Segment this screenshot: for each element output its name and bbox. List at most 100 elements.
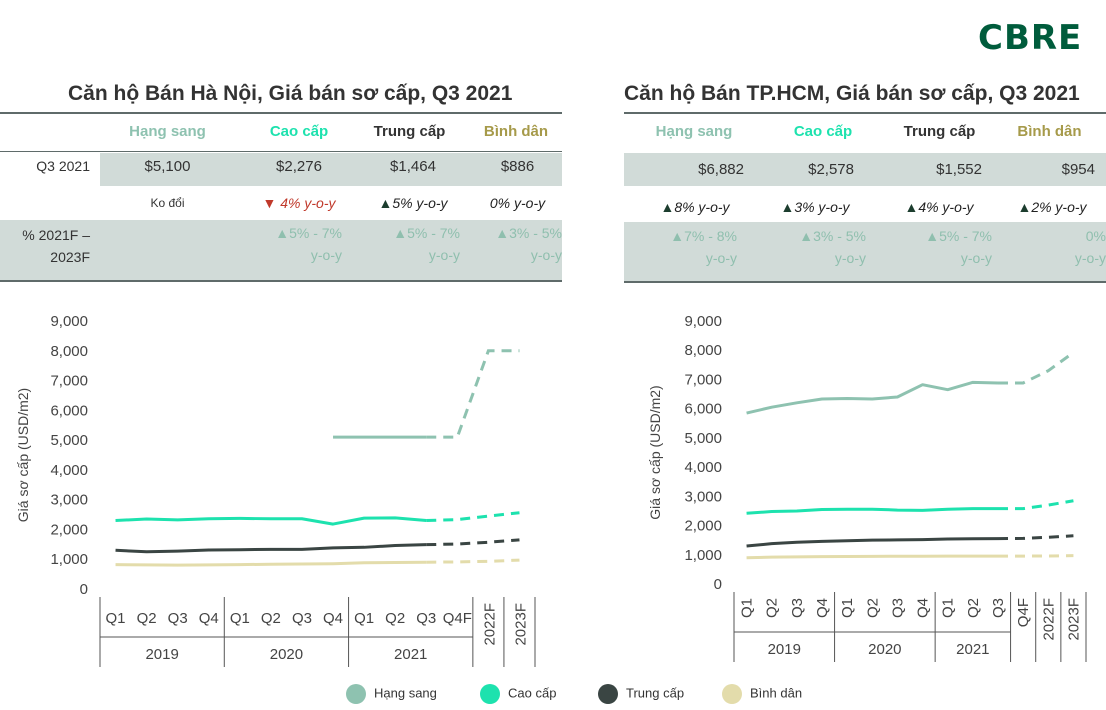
hcm-price-cao-cap: $2,578 [808,161,854,178]
hcm-chart-category-label: Q1 [839,598,856,618]
hanoi-chart-ytick-label: 4,000 [50,462,88,479]
hcm-chart-ytick-label: 3,000 [684,488,722,505]
hanoi-change-cao-cap: ▼ 4% y-o-y [235,195,363,211]
hanoi-price-row-bg [100,153,562,186]
hcm-chart-year-label: 2021 [956,641,989,658]
hcm-chart-ytick-label: 4,000 [684,459,722,476]
hanoi-chart-category-label: Q1 [106,610,126,627]
hanoi-header-rule [0,151,562,152]
hcm-chart-category-label: Q4 [915,598,932,618]
hanoi-chart-category-label: 2022F [481,603,498,646]
hanoi-chart-ytick-label: 5,000 [50,432,88,449]
hcm-chart-ytick-label: 0 [714,576,722,593]
hanoi-forecast-trung-cap: ▲5% - 7% y-o-y [363,222,460,266]
hanoi-chart-category-label: 2023F [512,603,529,646]
hanoi-change-trung-cap: ▲5% y-o-y [363,195,463,211]
hcm-change-trung-cap: ▲4% y-o-y [884,199,994,215]
up-arrow-icon: ▲ [378,195,393,211]
hcm-forecast-trung-cap: ▲5% - 7% y-o-y [882,225,992,269]
legend-binh-dan-label: Bình dân [750,685,803,701]
hcm-price-binh-dan: $954 [1061,161,1095,178]
hcm-chart-series-hạng-sang-actual-line [746,380,999,415]
hcm-chart-series-bình-dân-actual-line [746,554,999,560]
up-arrow-icon: ▲ [904,199,919,215]
hcm-panel-title: Căn hộ Bán TP.HCM, Giá bán sơ cấp, Q3 20… [624,82,1080,105]
hcm-chart-series-hạng-sang-forecast-line [998,351,1075,385]
hcm-forecast-hang-sang: ▲7% - 8% y-o-y [624,225,737,269]
hcm-header-hang-sang: Hạng sang [655,123,733,140]
cbre-logo: CBRE [978,18,1083,58]
hanoi-chart-series-trung-cấp-forecast-line [426,538,520,547]
hanoi-chart-ytick-label: 7,000 [50,373,88,390]
hcm-chart-year-label: 2020 [868,641,901,658]
hanoi-forecast-cao-cap-range: ▲5% - 7% [275,225,342,241]
hcm-chart-ytick-label: 2,000 [684,518,722,535]
hcm-chart-year-label: 2019 [768,641,801,658]
legend-hang-sang: Hạng sang [346,684,437,704]
hcm-price-row-bg [624,153,1106,186]
hcm-chart-category-label: Q1 [739,598,756,618]
up-arrow-icon: ▲ [780,199,795,215]
hanoi-change-cao-cap-text: 4% y-o-y [280,195,336,211]
hanoi-table-top-rule [0,112,562,114]
hanoi-chart-ytick-label: 9,000 [50,313,88,330]
hanoi-change-trung-cap-text: 5% y-o-y [392,195,448,211]
hanoi-price-cao-cap: $2,276 [276,158,322,175]
hanoi-chart-ytick-label: 6,000 [50,402,88,419]
hcm-chart-category-label: Q3 [889,598,906,618]
hcm-forecast-binh-dan: 0% y-o-y [997,225,1106,269]
legend-cao-cap: Cao cấp [480,684,556,704]
hanoi-chart-category-label: Q4F [443,610,472,627]
hcm-chart-ytick-label: 7,000 [684,371,722,388]
legend-trung-cap: Trung cấp [598,684,684,704]
hcm-chart-y-axis-label: Giá sơ cấp (USD/m2) [647,385,663,519]
hcm-table-top-rule [624,112,1106,114]
legend-hang-sang-label: Hạng sang [374,685,437,701]
hcm-chart-category-label: Q3 [990,598,1007,618]
hanoi-chart-category-label: Q4 [199,610,219,627]
hanoi-forecast-binh-dan-unit: y-o-y [530,247,562,263]
hanoi-chart-y-axis-label: Giá sơ cấp (USD/m2) [15,388,31,522]
hanoi-price-chart: 0 1,000 2,000 3,000 4,000 5,000 6,000 7,000 8,00… [15,313,536,667]
hanoi-chart-category-label: Q1 [354,610,374,627]
hcm-chart-ytick-label: 1,000 [684,547,722,564]
hcm-chart-ytick-label: 6,000 [684,401,722,418]
hanoi-chart-series-bình-dân-actual-line [115,560,427,567]
hanoi-chart-series-cao-cấp-actual-line [115,516,427,526]
hanoi-price-hang-sang: $5,100 [144,158,191,175]
hanoi-chart-year-label: 2021 [394,646,427,663]
hanoi-forecast-trung-cap-range: ▲5% - 7% [393,225,460,241]
hcm-forecast-hang-sang-unit: y-o-y [705,250,737,266]
hanoi-table-bottom-rule [0,280,562,282]
hcm-chart-ytick-label: 9,000 [684,313,722,330]
hcm-chart-category-label: Q2 [965,598,982,618]
hanoi-header-binh-dan: Bình dân [483,123,549,140]
hanoi-chart-year-label: 2020 [270,646,303,663]
hanoi-header-trung-cap: Trung cấp [373,123,446,140]
hcm-price-trung-cap: $1,552 [936,161,982,178]
hanoi-chart-series-hạng-sang-forecast-line [426,349,520,439]
legend-binh-dan: Bình dân [722,684,802,704]
hanoi-chart-category-label: Q2 [385,610,405,627]
hanoi-panel-title: Căn hộ Bán Hà Nội, Giá bán sơ cấp, Q3 20… [68,82,513,105]
hcm-chart-category-label: Q2 [864,598,881,618]
hcm-change-hang-sang-text: 8% y-o-y [674,199,730,215]
hcm-price-chart: 0 1,000 2,000 3,000 4,000 5,000 6,000 7,000 8,00… [647,313,1087,662]
hcm-chart-ytick-label: 5,000 [684,430,722,447]
hcm-chart-series-cao-cấp-actual-line [746,507,999,515]
hanoi-chart-category-label: Q2 [137,610,157,627]
legend-hang-sang-swatch [346,684,366,704]
hanoi-change-hang-sang: Ko đổi [150,196,185,210]
hcm-chart-series-trung-cấp-actual-line [746,537,999,548]
hcm-forecast-trung-cap-unit: y-o-y [960,250,992,266]
hanoi-chart-category-label: Q3 [168,610,188,627]
hcm-price-hang-sang: $6,882 [698,161,744,178]
hcm-header-binh-dan: Bình dân [1017,123,1082,140]
hanoi-chart-year-label: 2019 [145,646,178,663]
legend-cao-cap-swatch [480,684,500,704]
hanoi-price-binh-dan: $886 [500,158,535,175]
hcm-chart-category-label: 2023F [1065,598,1082,641]
legend-trung-cap-label: Trung cấp [626,685,685,701]
hanoi-chart-series-bình-dân-forecast-line [426,558,520,564]
hcm-chart-ytick-label: 8,000 [684,342,722,359]
